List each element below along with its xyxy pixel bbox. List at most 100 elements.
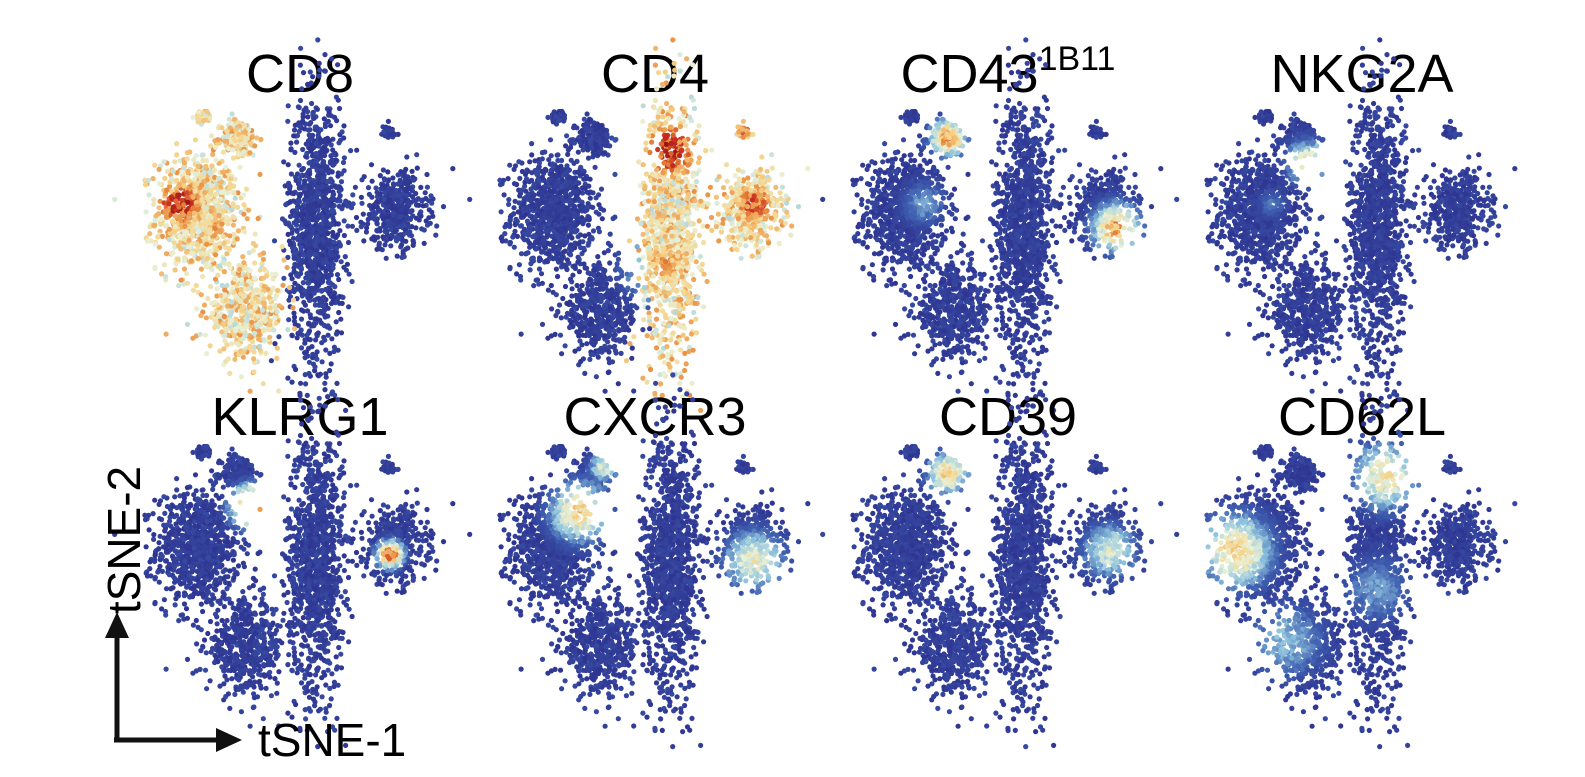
data-point: [226, 146, 232, 152]
data-point: [657, 178, 663, 184]
data-point: [428, 193, 434, 199]
data-point: [300, 114, 306, 120]
data-point: [376, 242, 382, 248]
data-point: [697, 254, 703, 260]
data-point: [276, 303, 283, 309]
data-point: [202, 189, 208, 196]
data-point: [691, 105, 698, 112]
data-point: [250, 240, 256, 246]
data-point: [525, 204, 531, 210]
data-point: [576, 269, 583, 275]
data-point: [291, 191, 297, 197]
data-point: [296, 261, 302, 267]
data-point: [333, 319, 339, 325]
data-point: [349, 223, 355, 229]
data-point: [528, 198, 534, 204]
data-point: [585, 222, 592, 228]
data-point: [575, 149, 581, 155]
data-point: [536, 164, 542, 171]
data-point: [525, 168, 531, 174]
data-point: [693, 259, 699, 265]
data-point: [590, 204, 596, 210]
data-point: [327, 123, 334, 129]
data-point: [201, 118, 207, 124]
data-point: [185, 199, 191, 205]
data-point: [325, 230, 331, 237]
data-point: [390, 210, 396, 216]
data-point: [327, 367, 333, 374]
data-point: [286, 284, 293, 291]
data-point: [676, 312, 683, 318]
data-point: [229, 341, 235, 347]
data-point: [668, 337, 674, 343]
data-point: [305, 114, 311, 120]
data-point: [518, 214, 525, 220]
data-point: [283, 221, 289, 227]
data-point: [208, 182, 214, 189]
data-point: [419, 226, 425, 232]
data-point: [163, 214, 169, 220]
data-point: [350, 201, 356, 207]
data-point: [415, 202, 421, 208]
data-point: [177, 158, 183, 164]
data-point: [210, 151, 216, 157]
data-point: [572, 229, 579, 235]
data-point: [581, 218, 587, 224]
data-point: [589, 236, 595, 242]
data-point: [318, 167, 324, 173]
data-point: [327, 280, 333, 286]
data-point: [175, 256, 181, 262]
data-point: [271, 238, 278, 244]
data-point: [696, 218, 702, 224]
data-point: [231, 190, 237, 196]
data-point: [297, 331, 303, 337]
data-point: [395, 203, 401, 209]
data-point: [349, 278, 355, 285]
data-point: [687, 114, 693, 120]
data-point: [328, 361, 334, 367]
data-point: [542, 210, 548, 216]
data-point: [638, 221, 644, 227]
data-point: [172, 159, 178, 165]
data-point: [306, 289, 312, 295]
data-point: [511, 244, 517, 250]
data-point: [261, 327, 267, 333]
data-point: [526, 240, 532, 246]
data-point: [285, 375, 291, 381]
data-point: [209, 163, 215, 169]
data-point: [230, 155, 237, 161]
data-point: [571, 203, 578, 209]
data-point: [243, 186, 250, 192]
data-point: [374, 221, 380, 227]
data-point: [394, 253, 400, 259]
data-point: [317, 137, 324, 143]
data-point: [201, 169, 207, 176]
data-point: [313, 150, 319, 157]
data-point: [385, 134, 391, 140]
data-point: [316, 272, 322, 278]
data-point: [582, 125, 588, 131]
data-point: [523, 250, 530, 256]
data-point: [385, 118, 391, 124]
data-point: [695, 159, 702, 166]
data-point: [346, 271, 352, 277]
data-point: [352, 184, 358, 190]
data-point: [242, 129, 248, 135]
data-point: [300, 257, 306, 264]
data-point: [330, 298, 336, 304]
data-point: [230, 222, 236, 228]
data-point: [516, 262, 523, 268]
data-point: [281, 257, 287, 263]
data-point: [523, 194, 529, 200]
data-point: [144, 238, 150, 244]
data-point: [407, 208, 413, 214]
data-point: [212, 299, 218, 305]
data-point: [680, 332, 686, 338]
data-point: [171, 240, 177, 246]
data-point: [192, 137, 199, 143]
data-point: [321, 303, 327, 309]
data-point: [610, 215, 616, 222]
data-point: [513, 216, 519, 222]
data-point: [536, 183, 542, 189]
data-point: [405, 174, 411, 180]
